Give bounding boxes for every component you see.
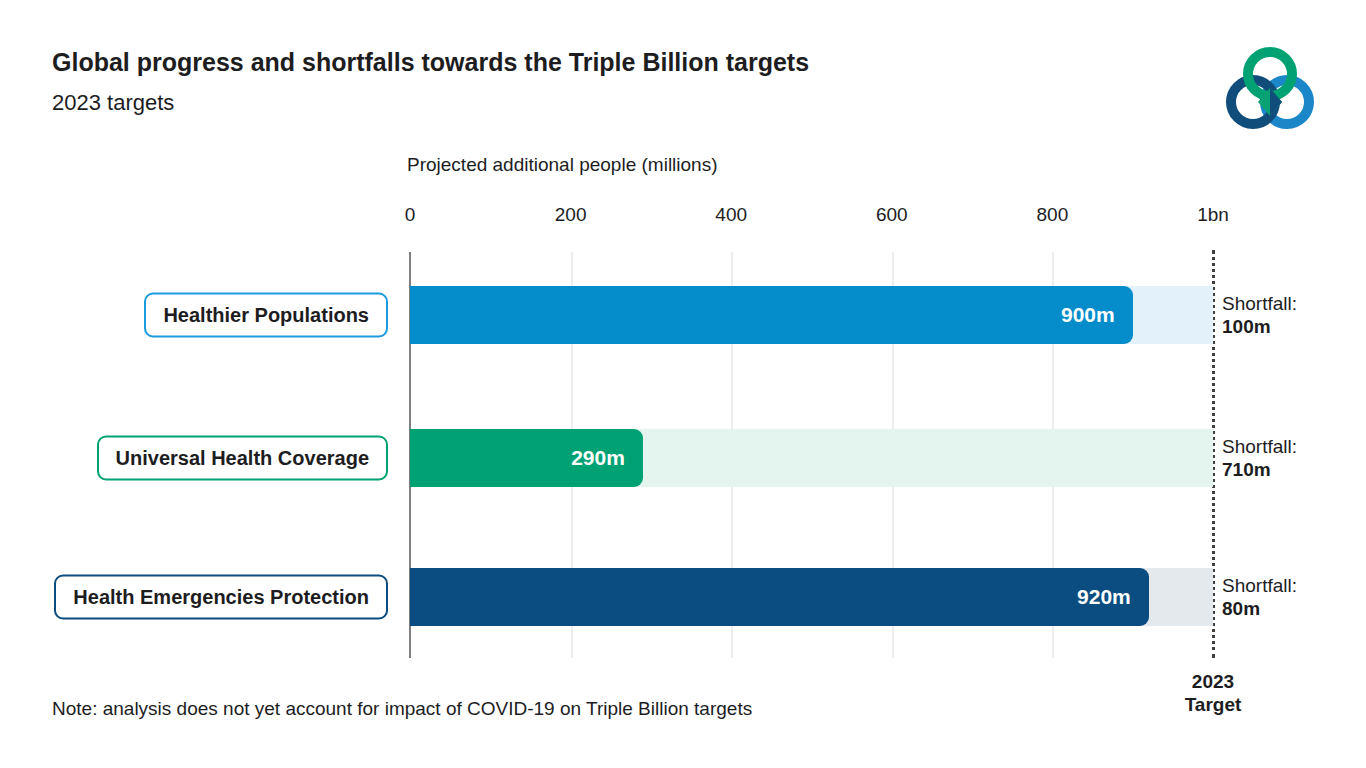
target-label-word: Target <box>1185 693 1242 716</box>
target-axis-label: 2023 Target <box>1185 670 1242 716</box>
chart-row-healthier-populations: 900m Healthier Populations Shortfall: 10… <box>0 286 1366 344</box>
shortfall-prefix: Shortfall: <box>1222 574 1297 597</box>
x-axis-ticks: 0 200 400 600 800 1bn <box>410 204 1213 228</box>
bar-fill: 920m <box>410 568 1149 626</box>
chart-row-universal-health-coverage: 290m Universal Health Coverage Shortfall… <box>0 429 1366 487</box>
category-box: Universal Health Coverage <box>97 436 388 481</box>
chart-row-health-emergencies-protection: 920m Health Emergencies Protection Short… <box>0 568 1366 626</box>
shortfall-value: 100m <box>1222 315 1297 338</box>
tick-label: 200 <box>555 204 587 226</box>
bar-fill: 290m <box>410 429 643 487</box>
page-title: Global progress and shortfalls towards t… <box>52 48 809 77</box>
axis-title: Projected additional people (millions) <box>407 154 718 176</box>
category-box: Healthier Populations <box>144 293 388 338</box>
shortfall-value: 710m <box>1222 458 1297 481</box>
bar-value-label: 290m <box>571 446 625 470</box>
shortfall-annotation: Shortfall: 100m <box>1222 292 1297 338</box>
triple-billion-logo-icon <box>1218 40 1322 144</box>
footnote: Note: analysis does not yet account for … <box>52 698 752 720</box>
tick-label: 0 <box>405 204 416 226</box>
tick-label: 600 <box>876 204 908 226</box>
shortfall-annotation: Shortfall: 80m <box>1222 574 1297 620</box>
target-label-year: 2023 <box>1185 670 1242 693</box>
shortfall-value: 80m <box>1222 597 1297 620</box>
bar-value-label: 920m <box>1077 585 1131 609</box>
page-subtitle: 2023 targets <box>52 90 174 116</box>
bar-value-label: 900m <box>1061 303 1115 327</box>
tick-label: 800 <box>1037 204 1069 226</box>
shortfall-prefix: Shortfall: <box>1222 435 1297 458</box>
bar-fill: 900m <box>410 286 1133 344</box>
category-box: Health Emergencies Protection <box>54 575 388 620</box>
tick-label: 1bn <box>1197 204 1229 226</box>
shortfall-annotation: Shortfall: 710m <box>1222 435 1297 481</box>
shortfall-prefix: Shortfall: <box>1222 292 1297 315</box>
tick-label: 400 <box>715 204 747 226</box>
